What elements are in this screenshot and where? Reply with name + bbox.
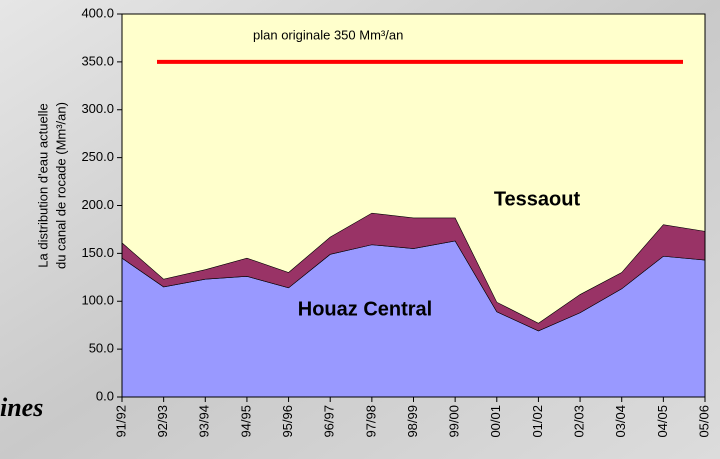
x-tick-label: 05/06 bbox=[696, 405, 711, 438]
y-tick-label: 350.0 bbox=[81, 53, 114, 68]
y-tick-label: 150.0 bbox=[81, 245, 114, 260]
area-label: Tessaout bbox=[494, 188, 581, 210]
x-tick-label: 94/95 bbox=[238, 405, 253, 438]
x-tick-label: 99/00 bbox=[447, 405, 462, 438]
y-tick-label: 250.0 bbox=[81, 149, 114, 164]
x-tick-label: 97/98 bbox=[363, 405, 378, 438]
x-tick-label: 91/92 bbox=[113, 405, 128, 438]
x-tick-label: 96/97 bbox=[322, 405, 337, 438]
y-tick-label: 0.0 bbox=[96, 388, 114, 403]
y-tick-label: 400.0 bbox=[81, 5, 114, 20]
y-tick-label: 200.0 bbox=[81, 197, 114, 212]
y-axis-label: La distribution d'eau actuelle bbox=[35, 103, 50, 267]
x-tick-label: 93/94 bbox=[197, 405, 212, 438]
x-tick-label: 03/04 bbox=[613, 405, 628, 438]
y-axis-label: du canal de rocade (Mm³/an) bbox=[53, 102, 68, 269]
x-tick-label: 04/05 bbox=[655, 405, 670, 438]
x-tick-label: 98/99 bbox=[405, 405, 420, 438]
area-label: Houaz Central bbox=[298, 298, 432, 320]
annotation: plan originale 350 Mm³/an bbox=[253, 27, 403, 42]
y-tick-label: 50.0 bbox=[89, 341, 114, 356]
plot-border bbox=[121, 13, 706, 398]
y-tick-label: 100.0 bbox=[81, 293, 114, 308]
background-text: ines bbox=[0, 393, 43, 422]
x-tick-label: 01/02 bbox=[530, 405, 545, 438]
x-tick-label: 95/96 bbox=[280, 405, 295, 438]
x-tick-label: 00/01 bbox=[488, 405, 503, 438]
x-tick-label: 02/03 bbox=[572, 405, 587, 438]
x-tick-label: 92/93 bbox=[155, 405, 170, 438]
y-tick-label: 300.0 bbox=[81, 101, 114, 116]
